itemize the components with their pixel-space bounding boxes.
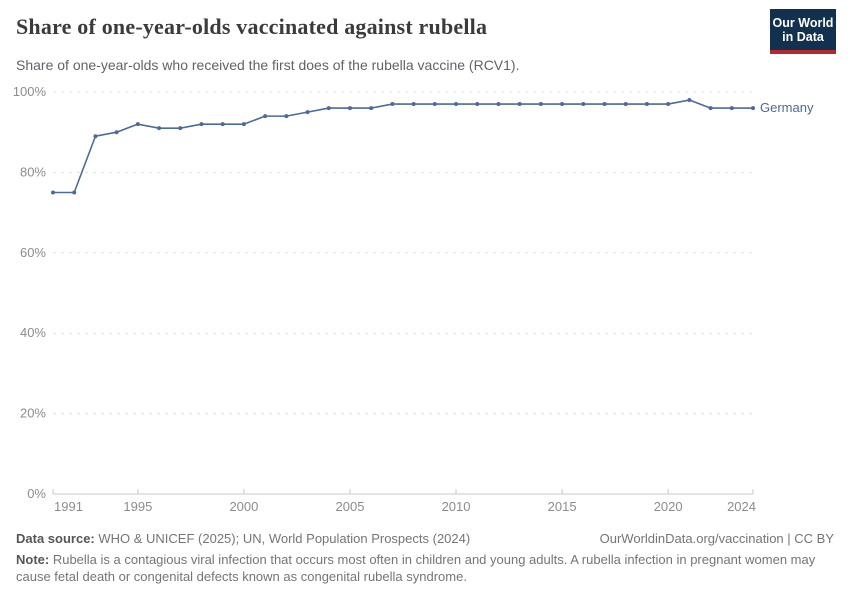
data-point[interactable] <box>51 190 55 195</box>
note-label: Note: <box>16 552 50 567</box>
data-point[interactable] <box>347 106 352 111</box>
data-point[interactable] <box>644 102 649 107</box>
data-point[interactable] <box>581 102 586 107</box>
data-point[interactable] <box>390 102 395 107</box>
x-axis-tick-label: 2015 <box>548 499 577 514</box>
x-axis-tick-label: 2000 <box>229 499 258 514</box>
chart-subtitle: Share of one-year-olds who received the … <box>16 57 520 73</box>
series-label: Germany <box>760 100 814 115</box>
data-point[interactable] <box>411 102 416 107</box>
data-point[interactable] <box>369 106 374 111</box>
y-axis-tick-label: 0% <box>27 486 46 501</box>
data-point[interactable] <box>666 102 671 107</box>
data-point[interactable] <box>93 134 98 139</box>
data-point[interactable] <box>538 102 543 107</box>
y-axis-tick-label: 60% <box>20 245 46 260</box>
x-axis-tick-label: 2020 <box>654 499 683 514</box>
data-line[interactable] <box>52 99 754 194</box>
data-point[interactable] <box>751 106 755 111</box>
page-title: Share of one-year-olds vaccinated agains… <box>16 14 488 39</box>
data-point[interactable] <box>263 114 268 119</box>
x-axis-tick-label: 2010 <box>442 499 471 514</box>
data-source-label: Data source: <box>16 531 95 546</box>
y-axis-tick-label: 20% <box>20 406 46 421</box>
data-point[interactable] <box>496 102 501 107</box>
data-point[interactable] <box>602 102 607 107</box>
data-point[interactable] <box>326 106 331 111</box>
data-source-text: WHO & UNICEF (2025); UN, World Populatio… <box>94 531 471 546</box>
data-point[interactable] <box>729 106 734 111</box>
data-point[interactable] <box>432 102 437 107</box>
data-source: Data source: WHO & UNICEF (2025); UN, Wo… <box>16 530 470 547</box>
x-axis-tick-label: 1995 <box>123 499 152 514</box>
license-separator: | <box>783 531 795 546</box>
owid-logo-line1: Our World <box>772 15 834 30</box>
data-point[interactable] <box>284 114 289 119</box>
x-axis-tick-label: 2005 <box>336 499 365 514</box>
data-point[interactable] <box>305 110 310 115</box>
data-point[interactable] <box>475 102 480 107</box>
data-point[interactable] <box>199 122 204 127</box>
y-axis-tick-label: 40% <box>20 325 46 340</box>
data-point[interactable] <box>135 122 140 127</box>
x-axis-tick-label: 1991 <box>54 499 83 514</box>
chart-footer: Data source: WHO & UNICEF (2025); UN, Wo… <box>16 530 834 585</box>
data-point[interactable] <box>220 122 225 127</box>
y-axis-tick-label: 100% <box>13 84 47 99</box>
data-point[interactable] <box>687 98 692 103</box>
x-axis-tick-label: 2024 <box>727 499 756 514</box>
data-point[interactable] <box>114 130 119 135</box>
data-point[interactable] <box>72 190 77 195</box>
data-point[interactable] <box>517 102 522 107</box>
license-label[interactable]: CC BY <box>794 531 834 546</box>
owid-logo-line2: in Data <box>782 29 824 44</box>
data-point[interactable] <box>178 126 183 131</box>
owid-link[interactable]: OurWorldinData.org/vaccination <box>599 531 784 546</box>
note-text: Rubella is a contagious viral infection … <box>16 552 816 584</box>
chart-note: Note: Rubella is a contagious viral infe… <box>16 551 834 585</box>
data-point[interactable] <box>560 102 565 107</box>
data-point[interactable] <box>623 102 628 107</box>
data-point[interactable] <box>454 102 459 107</box>
data-point[interactable] <box>241 122 246 127</box>
data-point[interactable] <box>708 106 713 111</box>
y-axis-tick-label: 80% <box>20 164 46 179</box>
owid-logo[interactable]: Our World in Data <box>770 9 836 54</box>
data-point[interactable] <box>157 126 162 131</box>
